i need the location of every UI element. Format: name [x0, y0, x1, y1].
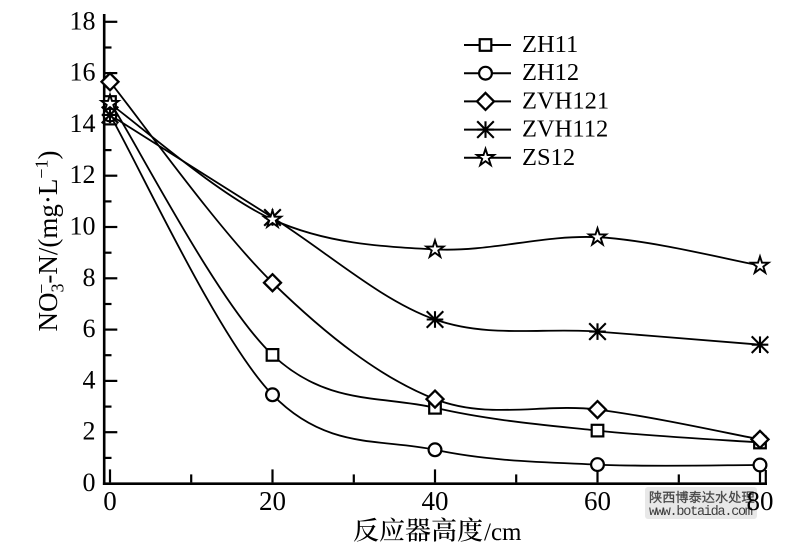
svg-text:NO3−-N/(mg·L−1): NO3−-N/(mg·L−1)	[32, 151, 68, 332]
svg-text:/cm: /cm	[484, 519, 522, 546]
svg-text:6: 6	[83, 314, 96, 343]
svg-text:60: 60	[584, 486, 611, 516]
svg-text:80: 80	[747, 486, 774, 516]
svg-text:ZH11: ZH11	[522, 31, 578, 58]
svg-text:18: 18	[70, 6, 96, 35]
svg-text:www.botaida.com: www.botaida.com	[649, 505, 753, 520]
svg-text:40: 40	[422, 486, 449, 516]
svg-text:14: 14	[70, 109, 96, 138]
svg-text:16: 16	[70, 58, 96, 87]
svg-text:ZH12: ZH12	[522, 59, 579, 86]
svg-text:4: 4	[83, 365, 96, 394]
svg-text:20: 20	[259, 486, 286, 516]
svg-text:ZVH112: ZVH112	[522, 116, 608, 143]
svg-text:0: 0	[83, 468, 96, 497]
svg-text:2: 2	[83, 417, 96, 446]
svg-text:ZVH121: ZVH121	[522, 87, 609, 114]
svg-text:10: 10	[70, 212, 96, 241]
svg-text:ZS12: ZS12	[522, 144, 575, 171]
svg-text:0: 0	[103, 486, 117, 516]
svg-text:12: 12	[70, 160, 96, 189]
svg-text:8: 8	[83, 263, 96, 292]
